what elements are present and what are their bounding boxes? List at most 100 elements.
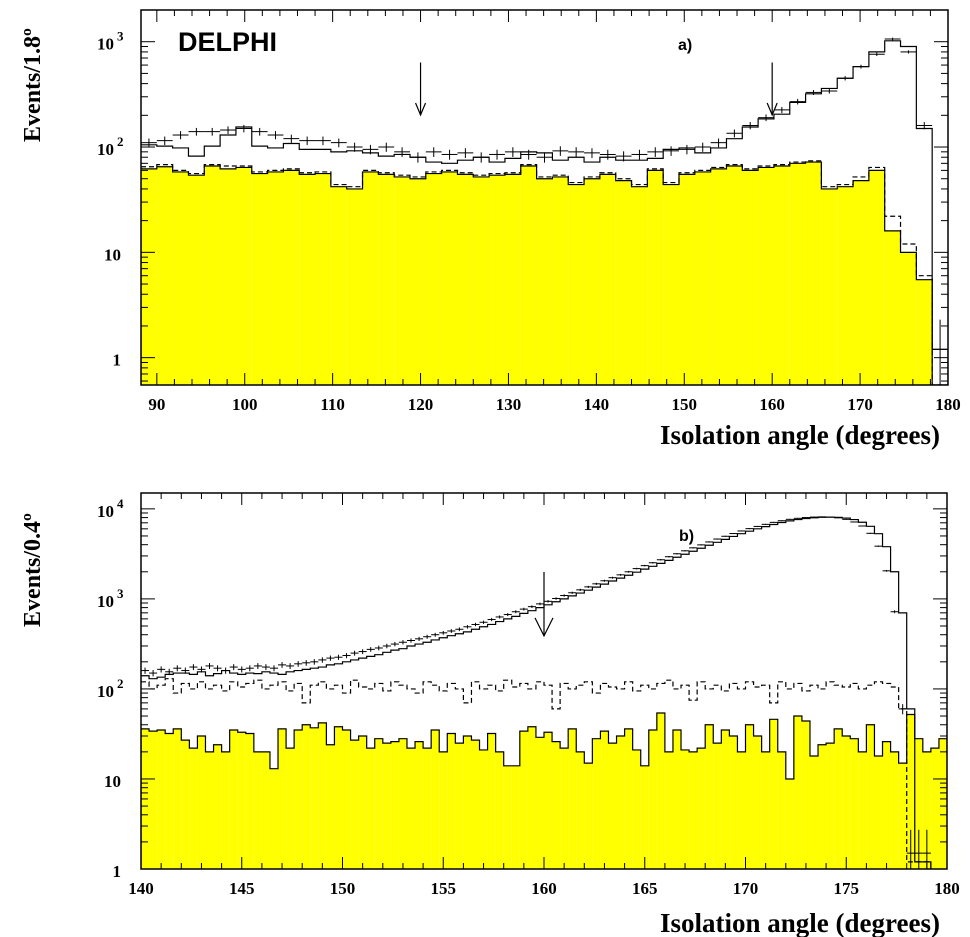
data-point-1-83 xyxy=(809,516,819,518)
mc-bar-1-37 xyxy=(439,751,448,869)
mc-bar-0-22 xyxy=(489,175,505,385)
data-point-0-49 xyxy=(916,122,933,130)
mc-bar-0-40 xyxy=(773,166,790,385)
mc-bar-1-6 xyxy=(189,748,198,869)
mc-bar-1-59 xyxy=(616,736,625,869)
data-point-1-42 xyxy=(479,620,488,624)
data-point-1-24 xyxy=(334,654,343,660)
data-point-0-34 xyxy=(679,144,695,155)
mc-bar-0-10 xyxy=(299,174,316,385)
x-tick-label-1-4: 160 xyxy=(531,879,557,898)
y-tick-label-1-4: 10 4 xyxy=(97,496,124,521)
data-point-1-71 xyxy=(713,538,722,540)
mc-bar-1-15 xyxy=(261,751,270,869)
mc-bar-0-20 xyxy=(457,174,474,385)
data-point-0-48 xyxy=(900,50,917,54)
x-tick-label-1-6: 170 xyxy=(733,879,759,898)
data-point-0-4 xyxy=(204,127,221,136)
mc-bar-0-44 xyxy=(837,186,854,385)
mc-bar-0-17 xyxy=(410,178,426,385)
svg-text:1: 1 xyxy=(113,862,122,881)
data-point-1-65 xyxy=(664,556,673,558)
mc-bar-1-101 xyxy=(955,739,963,869)
mc-bar-1-12 xyxy=(237,732,246,869)
x-tick-label-0-5: 140 xyxy=(584,395,610,414)
mc-bar-0-8 xyxy=(267,171,284,385)
panel-label-a: a) xyxy=(678,37,692,54)
data-point-1-58 xyxy=(608,576,617,579)
data-point-1-64 xyxy=(656,559,665,561)
mc-bar-1-45 xyxy=(503,765,512,869)
data-point-1-48 xyxy=(527,605,536,609)
mc-bar-0-19 xyxy=(441,171,458,385)
data-point-1-74 xyxy=(737,530,746,532)
mc-bar-1-44 xyxy=(495,751,504,869)
mc-bar-1-16 xyxy=(269,768,279,869)
data-point-1-73 xyxy=(729,533,738,535)
mc-bar-1-13 xyxy=(245,733,254,869)
data-point-1-20 xyxy=(302,660,311,666)
x-tick-label-0-9: 180 xyxy=(935,395,961,414)
data-point-0-1 xyxy=(156,136,173,146)
data-point-0-19 xyxy=(441,149,458,160)
mc-bar-0-35 xyxy=(694,171,711,385)
data-point-1-59 xyxy=(616,573,625,576)
data-point-1-39 xyxy=(455,627,464,632)
data-point-0-9 xyxy=(283,134,300,144)
mc-bar-1-42 xyxy=(479,749,488,869)
mc-bar-1-22 xyxy=(318,722,327,869)
data-point-0-38 xyxy=(742,122,759,130)
mc-bar-1-97 xyxy=(922,751,931,869)
mc-bar-1-86 xyxy=(834,728,843,869)
data-point-1-41 xyxy=(471,622,480,627)
mc-bar-0-46 xyxy=(868,170,885,385)
svg-text:10: 10 xyxy=(97,592,114,611)
data-point-1-0 xyxy=(141,667,150,674)
data-point-0-39 xyxy=(758,114,774,122)
data-point-0-46 xyxy=(868,52,885,56)
data-point-1-85 xyxy=(826,516,835,518)
x-tick-label-1-2: 150 xyxy=(330,879,356,898)
data-point-0-25 xyxy=(536,152,553,163)
mc-bar-1-31 xyxy=(390,741,399,869)
x-axis-label-a: Isolation angle (degrees) xyxy=(660,420,940,450)
data-point-1-37 xyxy=(439,630,448,635)
data-point-0-20 xyxy=(457,148,474,159)
mc-bar-1-75 xyxy=(745,724,754,869)
mc-bar-0-6 xyxy=(235,167,252,385)
y-tick-label-0-1: 10 xyxy=(104,245,121,264)
data-point-1-60 xyxy=(624,570,633,573)
mc-bar-0-18 xyxy=(425,173,442,385)
data-point-0-47 xyxy=(884,37,901,41)
mc-bar-1-84 xyxy=(818,744,827,869)
mc-bar-1-57 xyxy=(600,731,609,869)
data-point-0-24 xyxy=(520,149,537,160)
mc-bar-1-27 xyxy=(358,736,367,869)
data-point-1-69 xyxy=(697,544,706,546)
data-point-1-52 xyxy=(560,594,569,597)
mc-bar-1-2 xyxy=(157,729,166,869)
mc-bar-1-67 xyxy=(681,749,690,869)
data-point-1-38 xyxy=(447,629,456,633)
y-tick-label-1-2: 10 2 xyxy=(97,676,124,701)
mc-bar-1-78 xyxy=(769,719,778,869)
mc-bar-0-9 xyxy=(283,170,300,385)
mc-bar-0-11 xyxy=(315,173,331,385)
mc-bar-1-50 xyxy=(544,732,553,869)
data-point-1-46 xyxy=(511,610,520,614)
data-point-1-96 xyxy=(914,829,923,869)
mc-bar-0-12 xyxy=(330,186,347,385)
data-point-1-72 xyxy=(721,535,730,537)
mc-bar-1-92 xyxy=(882,741,891,869)
mc-bar-0-31 xyxy=(631,186,648,385)
data-point-1-21 xyxy=(310,659,319,665)
data-point-1-63 xyxy=(648,561,657,564)
mc-bar-1-77 xyxy=(761,751,770,869)
data-point-1-97 xyxy=(922,829,931,869)
mc-bar-1-82 xyxy=(801,721,810,869)
mc-bar-0-30 xyxy=(615,180,632,385)
data-point-0-37 xyxy=(726,129,743,138)
mc-bar-0-25 xyxy=(536,178,553,385)
svg-text:10: 10 xyxy=(97,35,114,54)
